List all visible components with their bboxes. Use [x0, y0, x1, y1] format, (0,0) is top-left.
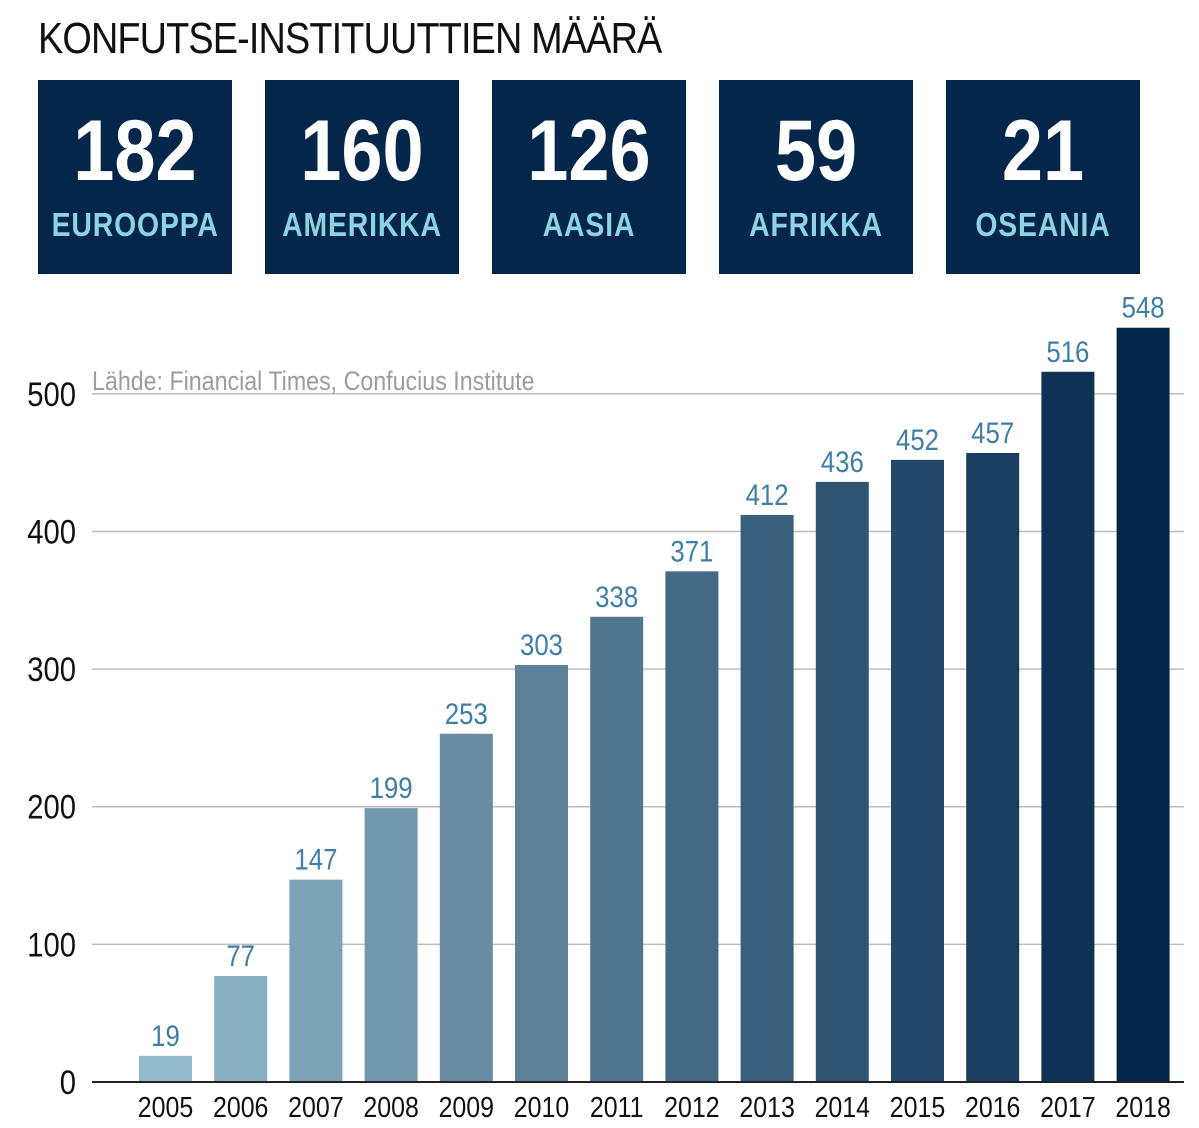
x-tick-label-2017: 2017	[1040, 1091, 1095, 1123]
stat-box-americas: 160 AMERIKKA	[265, 80, 459, 274]
value-label-2018: 548	[1122, 291, 1165, 324]
stat-label-americas: AMERIKKA	[282, 206, 442, 243]
bar-2010	[515, 664, 568, 1082]
stat-label-europe: EUROOPPA	[51, 206, 219, 243]
value-label-2005: 19	[151, 1019, 180, 1052]
x-tick-label-2016: 2016	[965, 1091, 1020, 1123]
bar-2014	[815, 481, 869, 1082]
value-label-2015: 452	[896, 423, 939, 456]
bar-2007	[289, 879, 343, 1082]
value-label-2017: 516	[1046, 335, 1089, 368]
value-label-2006: 77	[226, 939, 255, 972]
stat-value-oceania: 21	[1001, 103, 1085, 199]
x-tick-label-2009: 2009	[439, 1091, 494, 1123]
bar-2008	[364, 808, 418, 1082]
bar-2011	[590, 616, 644, 1082]
stat-value-africa: 59	[774, 103, 858, 199]
y-tick-label-300: 300	[27, 650, 76, 689]
stat-value-europe: 182	[73, 103, 197, 199]
x-tick-label-2010: 2010	[514, 1091, 569, 1123]
x-tick-label-2007: 2007	[288, 1091, 343, 1123]
bar-2013	[740, 514, 794, 1082]
x-tick-label-2018: 2018	[1115, 1091, 1170, 1123]
value-label-2014: 436	[821, 445, 864, 478]
value-label-2009: 253	[445, 697, 488, 730]
bar-2009	[439, 733, 493, 1082]
stat-box-europe: 182 EUROOPPA	[38, 80, 232, 274]
stat-box-africa: 59 AFRIKKA	[719, 80, 913, 274]
value-label-2008: 199	[370, 771, 413, 804]
x-tick-label-2011: 2011	[590, 1091, 644, 1123]
value-label-2013: 412	[746, 478, 789, 511]
bar-2005	[139, 1055, 192, 1082]
stat-value-asia: 126	[527, 103, 651, 199]
x-tick-label-2014: 2014	[815, 1091, 870, 1123]
y-tick-label-500: 500	[27, 375, 76, 414]
x-tick-label-2008: 2008	[363, 1091, 418, 1123]
value-label-2012: 371	[670, 535, 713, 568]
stat-value-americas: 160	[300, 103, 424, 199]
value-label-2010: 303	[520, 628, 563, 661]
value-label-2016: 457	[971, 416, 1014, 449]
x-tick-label-2015: 2015	[890, 1091, 945, 1123]
x-tick-label-2006: 2006	[213, 1091, 268, 1123]
y-tick-label-0: 0	[60, 1063, 76, 1102]
bar-2015	[891, 459, 944, 1082]
y-tick-label-200: 200	[27, 788, 76, 827]
stat-box-asia: 126 AASIA	[492, 80, 686, 274]
bar-2006	[214, 976, 268, 1082]
stat-box-oceania: 21 OSEANIA	[946, 80, 1140, 274]
bar-2012	[665, 571, 719, 1082]
value-label-2011: 338	[595, 580, 638, 613]
x-tick-label-2012: 2012	[664, 1091, 719, 1123]
value-label-2007: 147	[294, 843, 337, 876]
source-note: Lähde: Financial Times, Confucius Instit…	[92, 366, 535, 396]
bar-2016	[966, 452, 1020, 1082]
stat-label-oceania: OSEANIA	[975, 206, 1111, 243]
y-tick-label-100: 100	[27, 925, 76, 964]
bar-2017	[1041, 371, 1095, 1082]
page-title: KONFUTSE-INSTITUUTTIEN MÄÄRÄ	[38, 14, 662, 63]
bar-2018	[1116, 327, 1170, 1082]
stat-label-asia: AASIA	[542, 206, 636, 243]
x-tick-label-2005: 2005	[138, 1091, 193, 1123]
stat-label-africa: AFRIKKA	[749, 206, 883, 243]
x-tick-label-2013: 2013	[739, 1091, 794, 1123]
y-tick-label-400: 400	[27, 512, 76, 551]
